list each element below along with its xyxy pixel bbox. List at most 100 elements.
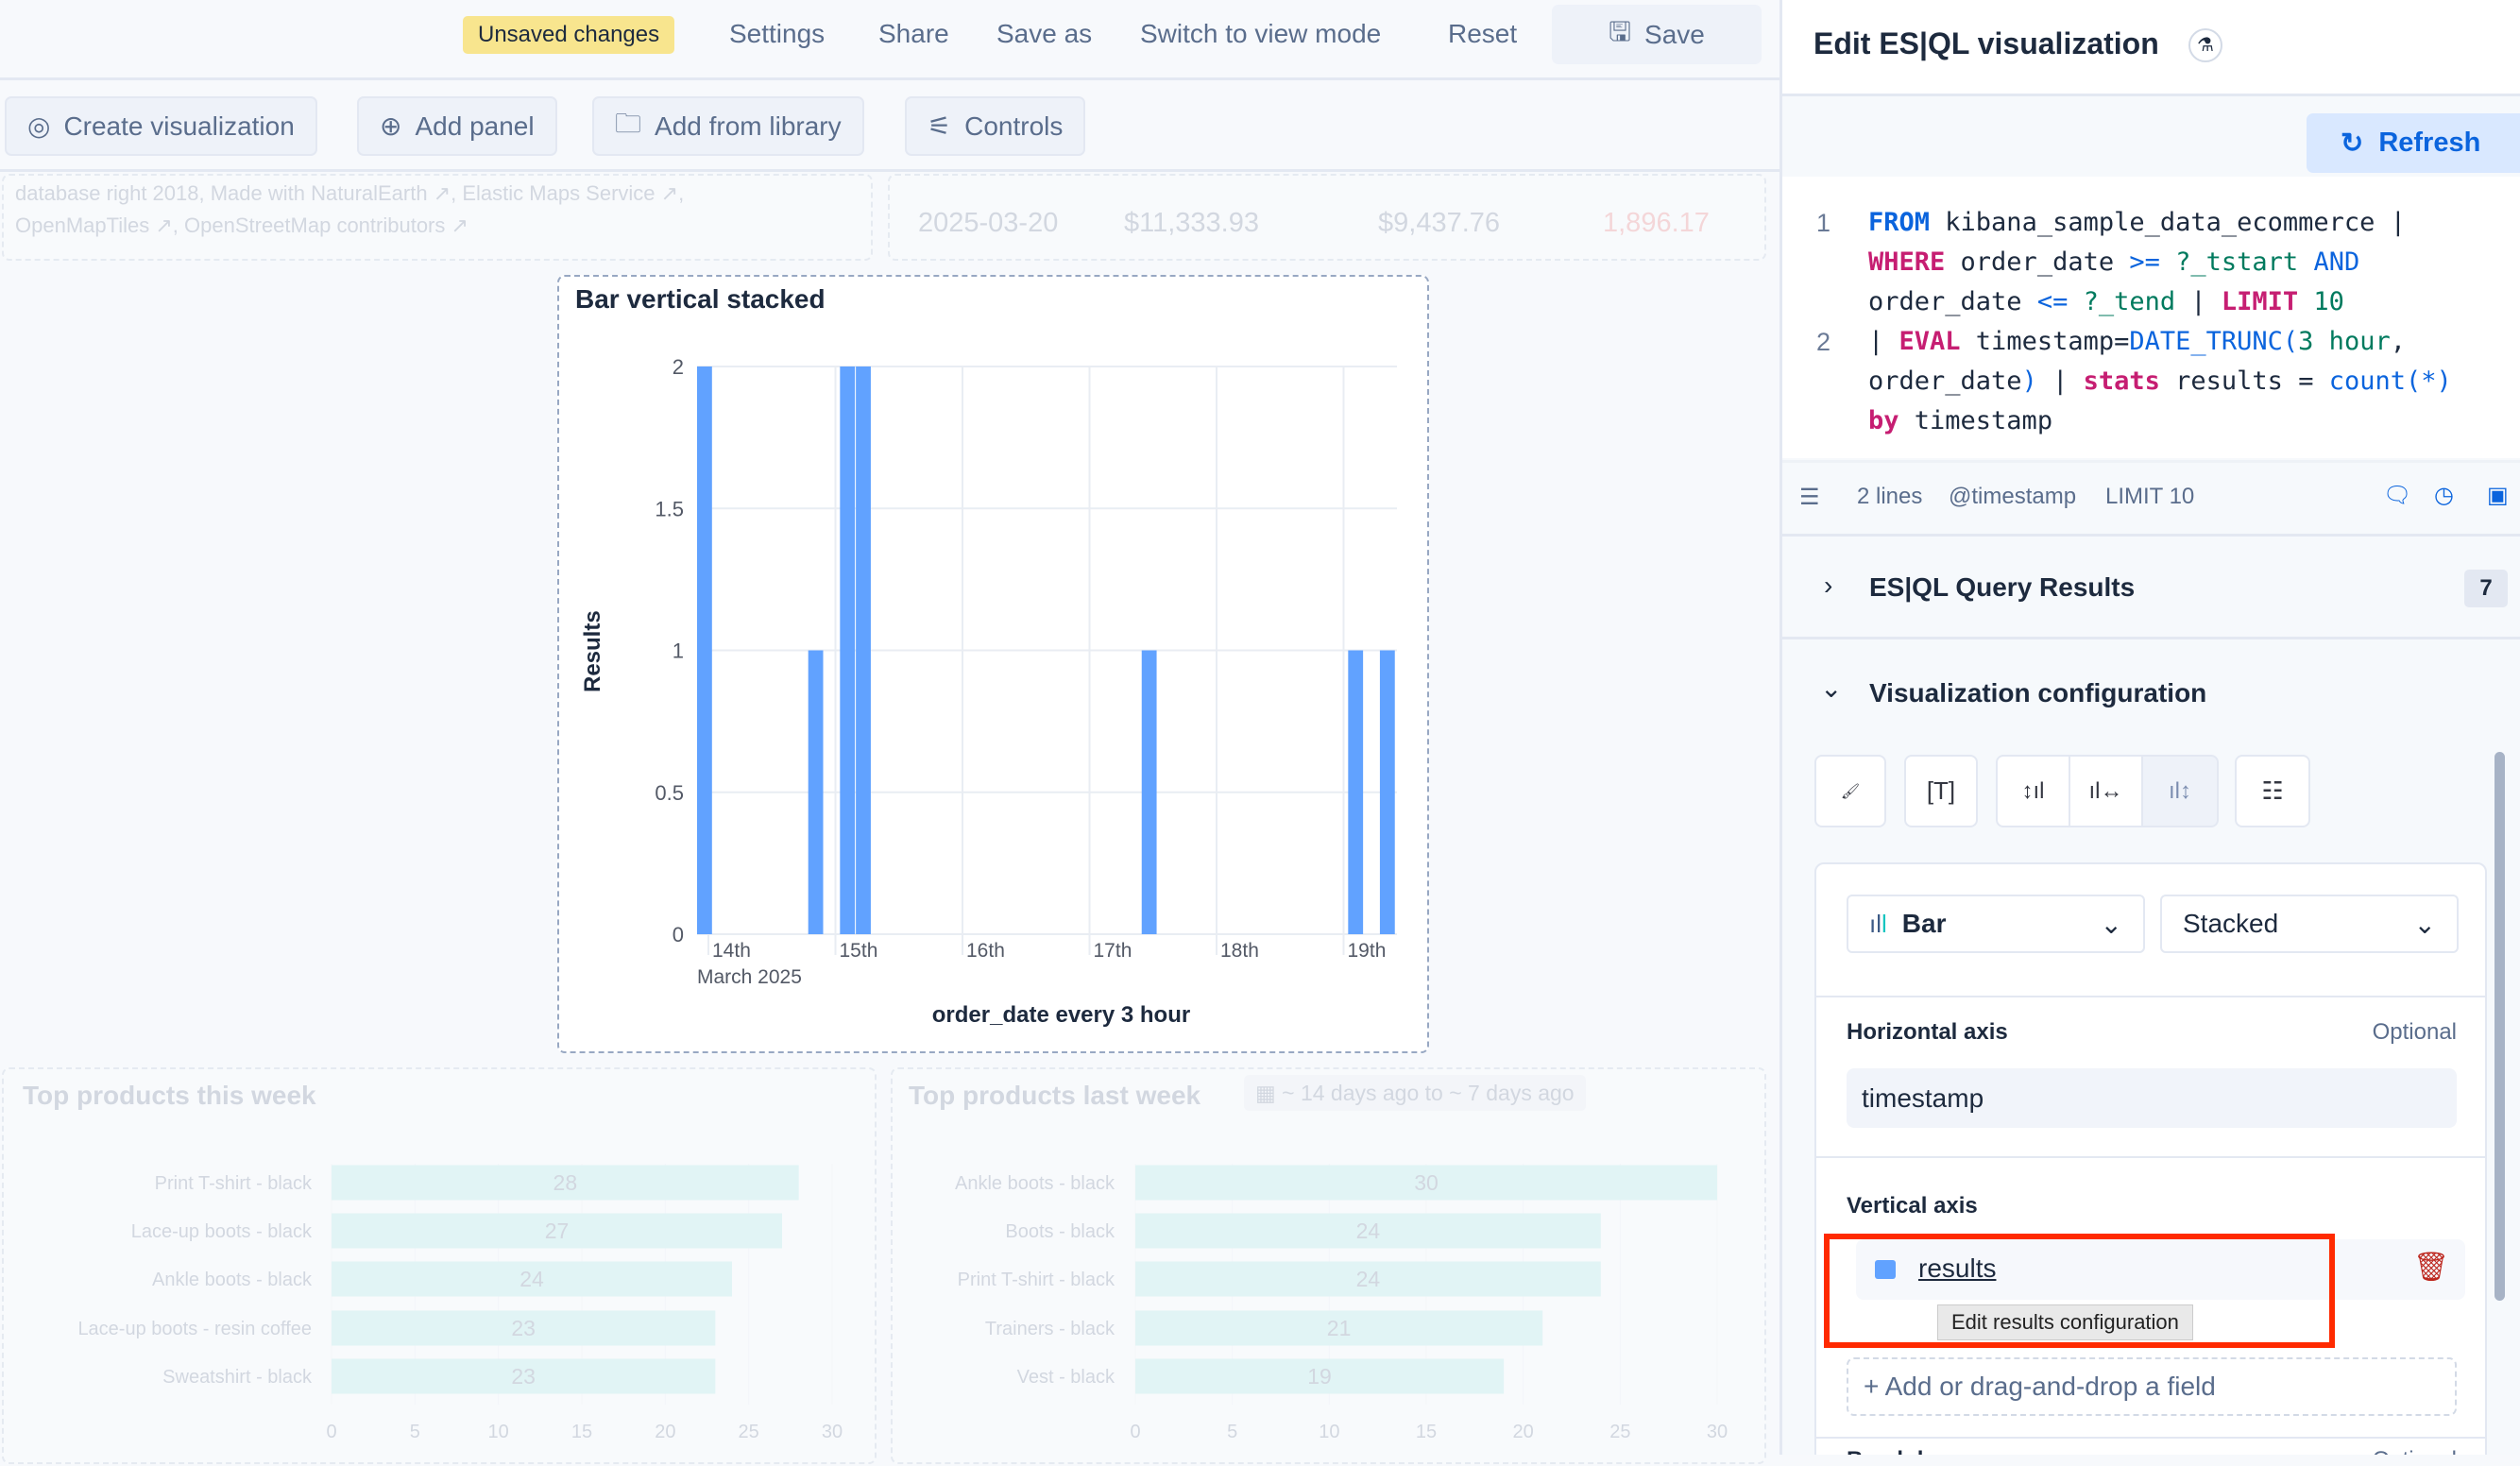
bar xyxy=(1135,1358,1505,1394)
chevron-down-icon: ⌄ xyxy=(2100,909,2122,939)
y-tick-label: 1.5 xyxy=(655,497,684,520)
horizontal-bar-chart: 0 5 10 15 20 25 30 Print T-shirt - black 28 Lace-… xyxy=(77,1164,843,1442)
controls-icon: ⚟ xyxy=(928,111,952,141)
bar xyxy=(1379,650,1395,934)
top-products-last-week-panel: Top products last week ▦ ~ 14 days ago t… xyxy=(891,1067,1766,1464)
titles-text-button[interactable]: [T] xyxy=(1904,755,1978,827)
bar-value-label: 24 xyxy=(1356,1267,1381,1291)
code-token: <= xyxy=(2036,287,2069,316)
wrap-icon[interactable]: ☰ xyxy=(1799,485,1820,510)
add-field-dropzone[interactable]: + Add or drag-and-drop a field xyxy=(1847,1357,2457,1416)
chevron-down-icon: ⌄ xyxy=(2413,909,2436,939)
top-nav-bar: Unsaved changes Settings Share Save as S… xyxy=(0,0,1779,80)
results-dimension-link[interactable]: results xyxy=(1918,1253,1997,1283)
legend-button[interactable]: ☷ xyxy=(2235,755,2310,827)
bar-value-label: 24 xyxy=(1356,1219,1381,1243)
left-axis-button[interactable]: ↕ıl xyxy=(1996,755,2070,827)
category-label: Boots - black xyxy=(1005,1221,1115,1242)
style-button[interactable]: 🖌 xyxy=(1814,755,1886,827)
bar-value-label: 23 xyxy=(511,1364,536,1389)
x-tick-label: 25 xyxy=(1609,1422,1630,1442)
code-token: DATE_TRUNC( xyxy=(2129,327,2299,356)
share-link[interactable]: Share xyxy=(878,19,949,48)
esql-editor[interactable]: 1 FROM kibana_sample_data_ecommerce | WHER… xyxy=(1782,177,2520,458)
bar xyxy=(1135,1310,1543,1346)
code-token: by xyxy=(1868,406,1899,435)
code-token: results = xyxy=(2159,366,2329,396)
refresh-button[interactable]: ↻ Refresh xyxy=(2307,113,2520,173)
refresh-icon: ↻ xyxy=(2341,128,2364,159)
documentation-icon[interactable]: ▣ xyxy=(2487,483,2509,508)
x-tick-label: 30 xyxy=(1707,1422,1728,1442)
code-token: order_date xyxy=(1945,247,2130,277)
text-icon: [T] xyxy=(1926,776,1956,805)
trash-icon[interactable]: 🗑 xyxy=(2413,1252,2450,1283)
paintbrush-icon: 🖌 xyxy=(1840,783,1861,800)
bar xyxy=(808,650,824,934)
stacking-mode-select[interactable]: Stacked ⌄ xyxy=(2160,895,2459,953)
bar-chart-panel[interactable]: Bar vertical stacked Results order_date … xyxy=(557,275,1429,1053)
code-token: LIMIT xyxy=(2221,287,2299,316)
panel-title: Top products this week xyxy=(23,1081,316,1110)
vertical-axis-dimension[interactable]: results 🗑 xyxy=(1856,1239,2465,1300)
legend-list-icon: ☷ xyxy=(2261,776,2284,805)
visualize-icon: ◎ xyxy=(27,111,51,141)
code-line: order_date <= ?_tend | LIMIT 10 xyxy=(1782,282,2452,322)
technical-preview-beaker-icon[interactable]: ⚗ xyxy=(2188,28,2222,62)
bar xyxy=(332,1213,782,1249)
code-token: 10 xyxy=(2298,287,2344,316)
panel-title: Top products last week xyxy=(909,1081,1201,1110)
query-results-accordion[interactable]: › ES|QL Query Results 7 xyxy=(1782,534,2520,639)
code-line: WHERE order_date >= ?_tstart AND xyxy=(1782,243,2452,282)
code-token: ) xyxy=(2021,366,2037,396)
switch-view-mode-link[interactable]: Switch to view mode xyxy=(1140,19,1382,48)
add-from-library-button[interactable]: 🗀 Add from library xyxy=(592,96,864,156)
bottom-axis-icon: ıl↔ xyxy=(2088,777,2123,804)
left-axis-icon: ↕ıl xyxy=(2021,777,2045,804)
bar xyxy=(840,366,856,934)
scrollbar[interactable] xyxy=(2494,752,2505,1301)
bottom-axis-button[interactable]: ıl↔ xyxy=(2069,755,2143,827)
chart-type-select[interactable]: ıll Bar ⌄ xyxy=(1847,895,2145,953)
save-button[interactable]: 🖫 Save xyxy=(1552,5,1762,64)
settings-link[interactable]: Settings xyxy=(729,19,826,48)
horizontal-axis-field[interactable]: timestamp xyxy=(1847,1068,2457,1128)
code-token: count(*) xyxy=(2328,366,2452,396)
editor-footer: ☰ 2 lines @timestamp LIMIT 10 🗨 ◷ ▣ xyxy=(1782,460,2520,534)
horizontal-bar-chart: 0 5 10 15 20 25 30 Ankle boots - black 30 Boots -… xyxy=(955,1164,1728,1442)
right-axis-button[interactable]: ıl↕ xyxy=(2141,755,2219,827)
category-label: Sweatshirt - black xyxy=(162,1367,313,1388)
add-panel-button[interactable]: ⊕ Add panel xyxy=(357,96,557,156)
bar xyxy=(1135,1165,1717,1201)
x-tick-label: 15 xyxy=(1416,1422,1437,1442)
bar xyxy=(697,366,712,934)
calendar-icon: ▦ xyxy=(1255,1081,1283,1105)
map-attribution: OpenMapTiles ↗, OpenStreetMap contributo… xyxy=(15,213,468,237)
x-tick-label: 19th xyxy=(1348,940,1387,962)
bar xyxy=(856,366,871,934)
code-token: order_date xyxy=(1868,366,2022,396)
history-icon[interactable]: ◷ xyxy=(2434,483,2454,508)
series-color-swatch[interactable] xyxy=(1875,1260,1896,1279)
code-token: , xyxy=(2390,327,2406,356)
folder-icon: 🗀 xyxy=(615,108,642,138)
plus-icon: + xyxy=(1864,1372,1885,1401)
save-as-link[interactable]: Save as xyxy=(996,19,1093,48)
code-line: 2 | EVAL timestamp=DATE_TRUNC(3 hour, xyxy=(1782,322,2452,362)
code-token: 3 hour xyxy=(2298,327,2391,356)
code-line: by timestamp xyxy=(1782,401,2452,441)
line-count: 2 lines xyxy=(1857,484,1923,509)
controls-button[interactable]: ⚟ Controls xyxy=(905,96,1086,156)
create-visualization-button[interactable]: ◎ Create visualization xyxy=(5,96,317,156)
bar xyxy=(1348,650,1364,934)
viz-config-accordion[interactable]: ⌄ Visualization configuration xyxy=(1782,661,2520,718)
feedback-icon[interactable]: 🗨 xyxy=(2383,483,2412,508)
x-tick-label: 25 xyxy=(739,1422,759,1442)
table-cell: 1,896.17 xyxy=(1603,208,1710,238)
reset-link[interactable]: Reset xyxy=(1448,19,1518,48)
code-line: 1 FROM kibana_sample_data_ecommerce | xyxy=(1782,203,2452,243)
x-tick-label: 16th xyxy=(966,940,1005,962)
tooltip: Edit results configuration xyxy=(1937,1304,2193,1340)
map-attribution: database right 2018, Made with NaturalEa… xyxy=(15,181,685,205)
bar-value-label: 30 xyxy=(1414,1170,1439,1195)
